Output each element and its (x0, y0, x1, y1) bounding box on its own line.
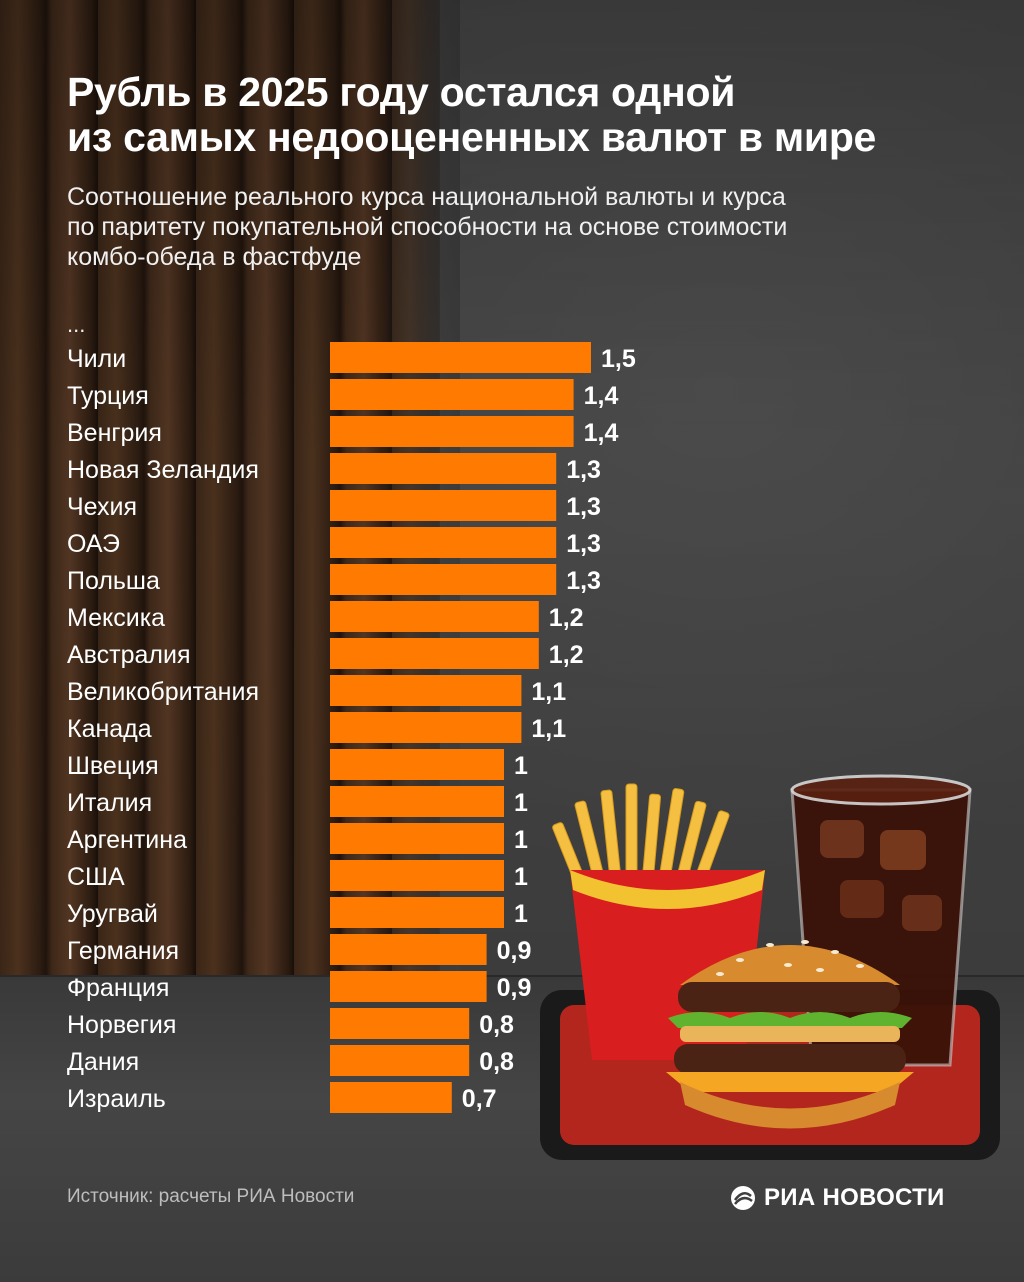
bar (330, 897, 504, 928)
bar (330, 823, 504, 854)
bar (330, 527, 557, 558)
subtitle-line-1: Соотношение реального курса национальной… (67, 183, 786, 211)
list-ellipsis: ... (67, 312, 86, 337)
bar (330, 934, 487, 965)
title-line-1: Рубль в 2025 году остался одной (67, 69, 736, 115)
bar (330, 379, 574, 410)
chart-subtitle: Соотношение реального курса национальной… (67, 182, 927, 272)
bar (330, 860, 504, 891)
bar (330, 638, 539, 669)
bar (330, 601, 539, 632)
bar (330, 749, 504, 780)
bar (330, 416, 574, 447)
fastfood-combo-illustration (540, 774, 1000, 1160)
page-title: Рубль в 2025 году остался одной из самых… (67, 70, 987, 160)
title-line-2: из самых недооцененных валют в мире (67, 114, 877, 160)
bar (330, 1082, 452, 1113)
subtitle-line-2: по паритету покупательной способности на… (67, 213, 788, 241)
bar (330, 490, 557, 521)
bar (330, 712, 522, 743)
ria-novosti-logo-icon (731, 1186, 755, 1210)
bar (330, 675, 522, 706)
source-note: Источник: расчеты РИА Новости (67, 1186, 355, 1207)
bar (330, 453, 557, 484)
bar (330, 1008, 470, 1039)
bar (330, 1045, 470, 1076)
subtitle-line-3: комбо-обеда в фастфуде (67, 243, 362, 271)
bar (330, 971, 487, 1002)
bar (330, 564, 557, 595)
ria-novosti-logo: РИА НОВОСТИ (730, 1182, 945, 1214)
logo-text: РИА НОВОСТИ (764, 1184, 945, 1211)
bar (330, 342, 591, 373)
bar (330, 786, 504, 817)
